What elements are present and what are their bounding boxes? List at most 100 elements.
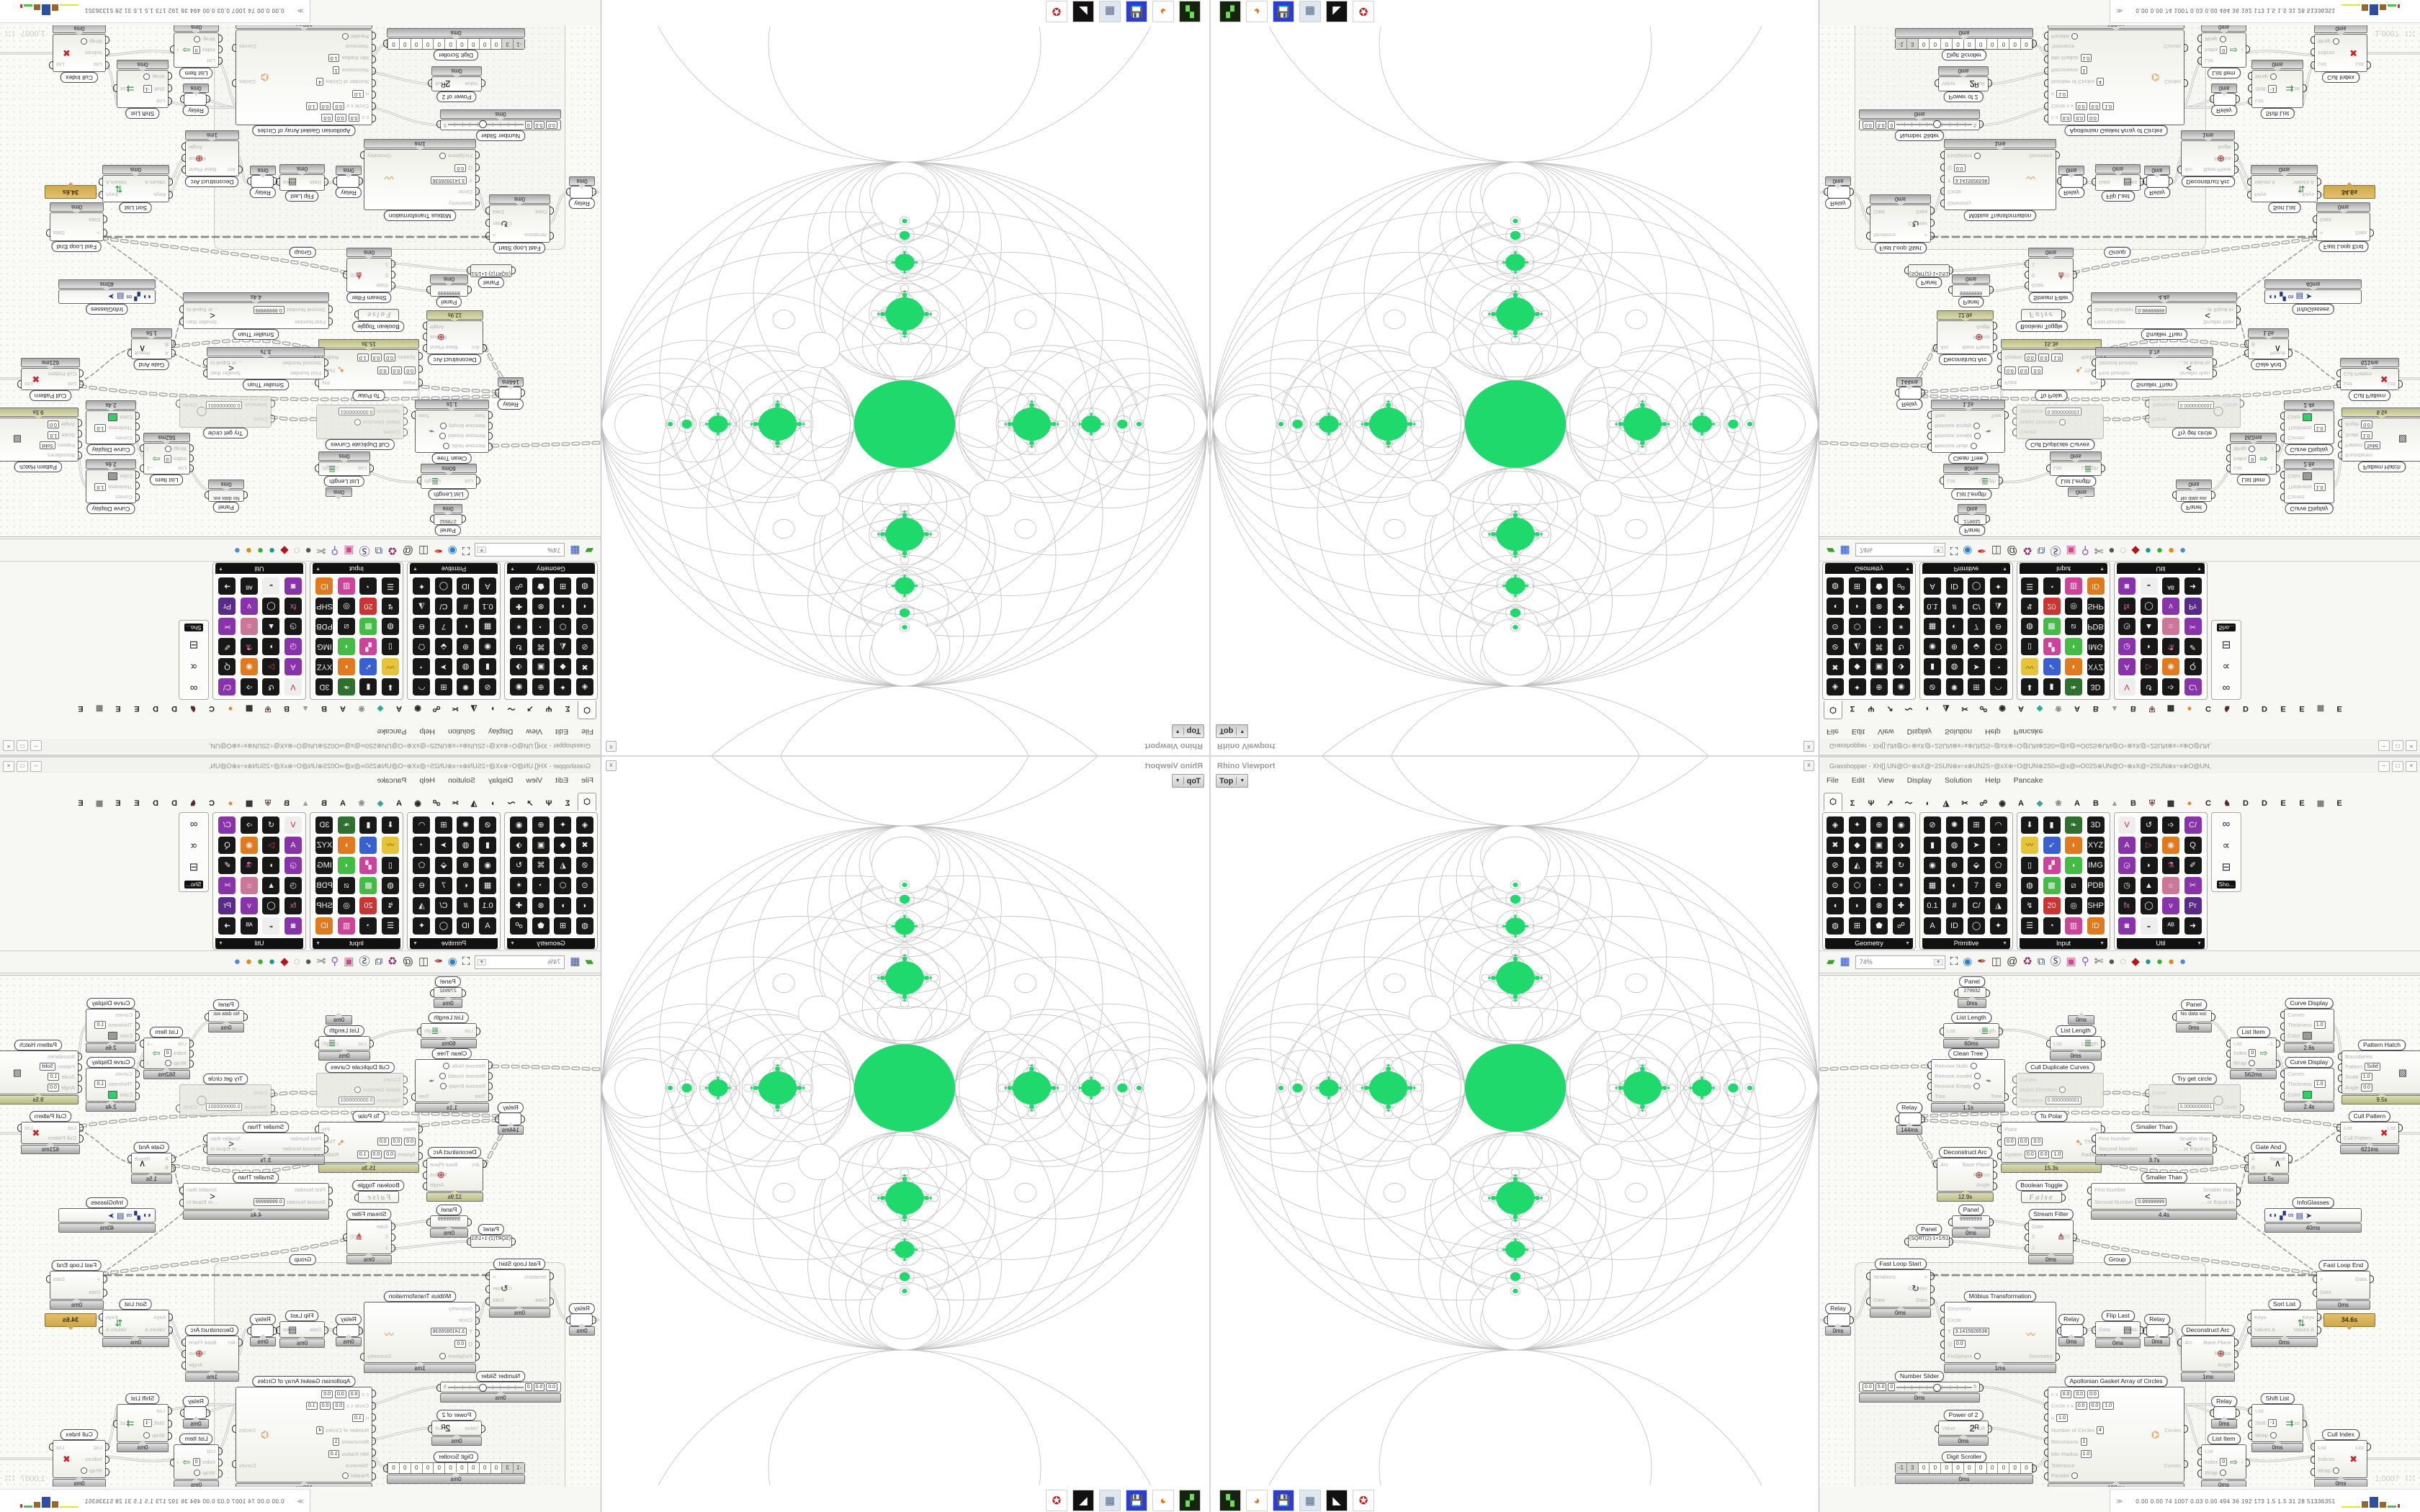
node-clean-tree[interactable]: Remove Nulls Remove Invalid Remove Empty Tr…	[1927, 1059, 2009, 1102]
component-icon[interactable]: ◗	[2140, 857, 2158, 874]
wire-jack[interactable]	[2092, 369, 2096, 377]
wire-jack[interactable]	[218, 1458, 223, 1467]
component-icon[interactable]: ⊖	[413, 618, 431, 635]
component-icon[interactable]: ↯	[2021, 598, 2038, 615]
node-shift-list[interactable]: List Shift -1 List Wrap ⇉	[2248, 70, 2307, 108]
node-smaller-than-2[interactable]: First Number Smaller than Second Number 0.9…	[179, 1183, 333, 1210]
tab-plugin-6[interactable]: B	[2130, 704, 2136, 713]
component-icon[interactable]: ▣	[1870, 658, 1888, 675]
component-icon[interactable]: ▯	[382, 638, 399, 655]
resize-grip-icon[interactable]	[5, 30, 15, 37]
wire-jack[interactable]	[1930, 231, 1935, 240]
wire-jack[interactable]	[99, 1313, 103, 1321]
node-panel-sqrt[interactable]: (SQRT(2)-1+1/512)*1	[467, 264, 516, 277]
component-icon[interactable]: A	[1924, 917, 1941, 935]
component-icon[interactable]: ⊙	[576, 618, 593, 635]
node-stream-filter[interactable]: Gate 0 S(0) 1 ⋔	[343, 1220, 395, 1254]
tab-icon-1[interactable]: Ψ	[1868, 799, 1875, 808]
taskbar-firefox[interactable]: ◕	[1152, 1490, 1174, 1511]
wire-jack[interactable]	[205, 1012, 209, 1021]
toolbar-ball-green[interactable]: ●	[257, 955, 264, 968]
wire-jack[interactable]	[135, 1022, 140, 1030]
component-icon[interactable]: ◖	[576, 897, 593, 914]
node-gate-and[interactable]: A Result B ∧	[127, 1153, 176, 1174]
toolbar-open-file[interactable]: ▰	[1827, 955, 1835, 968]
component-icon[interactable]: ▣	[532, 658, 550, 675]
node-cull-index[interactable]: List List Indices Wrap ✖	[49, 34, 109, 72]
menu-item-pancake[interactable]: Pancake	[2013, 776, 2043, 785]
component-icon[interactable]: V	[2118, 816, 2136, 834]
wire-jack[interactable]	[2012, 406, 2017, 415]
component-icon[interactable]: ✖	[1827, 837, 1844, 854]
component-icon[interactable]: ☍	[510, 917, 528, 935]
wire-jack[interactable]	[2280, 1011, 2285, 1020]
component-icon[interactable]: ✦	[1848, 678, 1866, 696]
toolbar-preview-eye[interactable]: ◉	[447, 544, 457, 557]
component-icon[interactable]: A	[479, 917, 496, 935]
palette-label-input[interactable]: Input ▼	[2020, 938, 2107, 949]
wire-jack[interactable]	[467, 266, 471, 274]
component-icon[interactable]: ↻	[510, 857, 528, 874]
wire-jack[interactable]	[2044, 43, 2048, 52]
toolbar-door[interactable]: ◫	[1991, 544, 2002, 557]
toolbar-ball-wire[interactable]: ◌	[293, 955, 300, 968]
node-list-item-1[interactable]: List –1 Index 0 Wrap i ⇨	[140, 443, 194, 474]
node-stream-filter[interactable]: Gate 0 S(0) 1 ⋔	[2025, 1220, 2077, 1254]
component-icon[interactable]: ⬡	[1848, 618, 1866, 635]
component-icon[interactable]: ⊗	[532, 897, 550, 914]
tab-plugin-14[interactable]: E	[134, 704, 140, 713]
wire-jack[interactable]	[1927, 442, 1932, 451]
component-icon[interactable]: ✦	[1989, 917, 2007, 935]
wire-jack[interactable]	[2244, 349, 2249, 358]
taskbar-cat-bw[interactable]: ◣	[1072, 1490, 1094, 1511]
wire-jack[interactable]	[179, 1186, 184, 1194]
component-icon[interactable]: ✐	[2184, 857, 2202, 874]
close-button[interactable]: ×	[3, 761, 14, 772]
tab-plugin-4[interactable]: B	[321, 704, 327, 713]
component-icon[interactable]: ↺	[262, 678, 280, 696]
component-icon[interactable]: ◗	[1848, 598, 1866, 615]
toolbar-snapshot[interactable]: ⧉	[375, 544, 383, 557]
component-icon[interactable]: ◐	[1945, 618, 1963, 635]
component-icon[interactable]: ID	[315, 917, 333, 935]
node-smaller-than-1[interactable]: First Number Smaller than Second Number...…	[2092, 357, 2217, 379]
wire-jack[interactable]	[1940, 175, 1945, 184]
wire-jack[interactable]	[46, 229, 50, 238]
component-icon[interactable]: ✖	[576, 658, 593, 675]
component-icon[interactable]: A	[1924, 577, 1941, 595]
wire-jack[interactable]	[2248, 1431, 2252, 1440]
toolbar-ball-wire[interactable]: ◌	[2120, 544, 2127, 557]
wire-jack[interactable]	[343, 271, 347, 279]
component-icon[interactable]: ◐	[457, 877, 475, 894]
node-try-get-circle[interactable]: Curve Tolerance 0.0000000001 Circle ◯	[2145, 1084, 2244, 1116]
tab-plugin-7[interactable]: ⛨	[2148, 704, 2156, 713]
component-icon[interactable]: ◔	[532, 877, 550, 894]
wire-jack[interactable]	[417, 1027, 421, 1035]
component-icon[interactable]: ◶	[284, 638, 302, 655]
node-apollonian-gasket[interactable]: c x 0.0 0.0 0.0 Circle x x 0.0 0.0 1.0 n 1.0 Numbe…	[2044, 30, 2188, 125]
component-icon[interactable]: ⊗	[1870, 897, 1888, 914]
component-icon[interactable]: ◉	[2162, 658, 2179, 675]
minimize-button[interactable]: –	[2378, 740, 2390, 751]
wire-jack[interactable]	[315, 378, 319, 387]
toolbar-ball-blue[interactable]: ●	[2179, 544, 2187, 557]
menu-item-pancake[interactable]: Pancake	[2013, 727, 2043, 736]
component-icon[interactable]: ▲	[262, 877, 280, 894]
resize-grip-icon[interactable]	[5, 1475, 15, 1482]
component-icon[interactable]: ◐	[457, 618, 475, 635]
node-list-item-1[interactable]: List –1 Index 0 Wrap i ⇨	[140, 1038, 194, 1069]
wire-jack[interactable]	[180, 1409, 184, 1417]
menu-item-edit[interactable]: Edit	[555, 727, 569, 736]
tab-icon-7[interactable]: ☍	[432, 704, 441, 713]
node-apollonian-gasket[interactable]: c x 0.0 0.0 0.0 Circle x x 0.0 0.0 1.0 n 1.0 Numbe…	[232, 30, 376, 125]
component-icon[interactable]: ◗	[2140, 638, 2158, 655]
tab-plugin-12[interactable]: D	[171, 704, 177, 713]
component-icon[interactable]: ❧	[2065, 816, 2082, 834]
toolbar-gha-cycle[interactable]: ♻	[387, 955, 398, 968]
node-list-item-2[interactable]: List Index 0 i Wrap ⇨	[170, 32, 223, 68]
component-icon[interactable]: ID	[2087, 577, 2105, 595]
tab-plugin-14[interactable]: E	[134, 799, 140, 808]
component-icon[interactable]: ◠	[1989, 678, 2007, 696]
tab-icon-6[interactable]: ✂	[1961, 704, 1968, 713]
tab-icon-2[interactable]: ↗	[1886, 799, 1894, 808]
